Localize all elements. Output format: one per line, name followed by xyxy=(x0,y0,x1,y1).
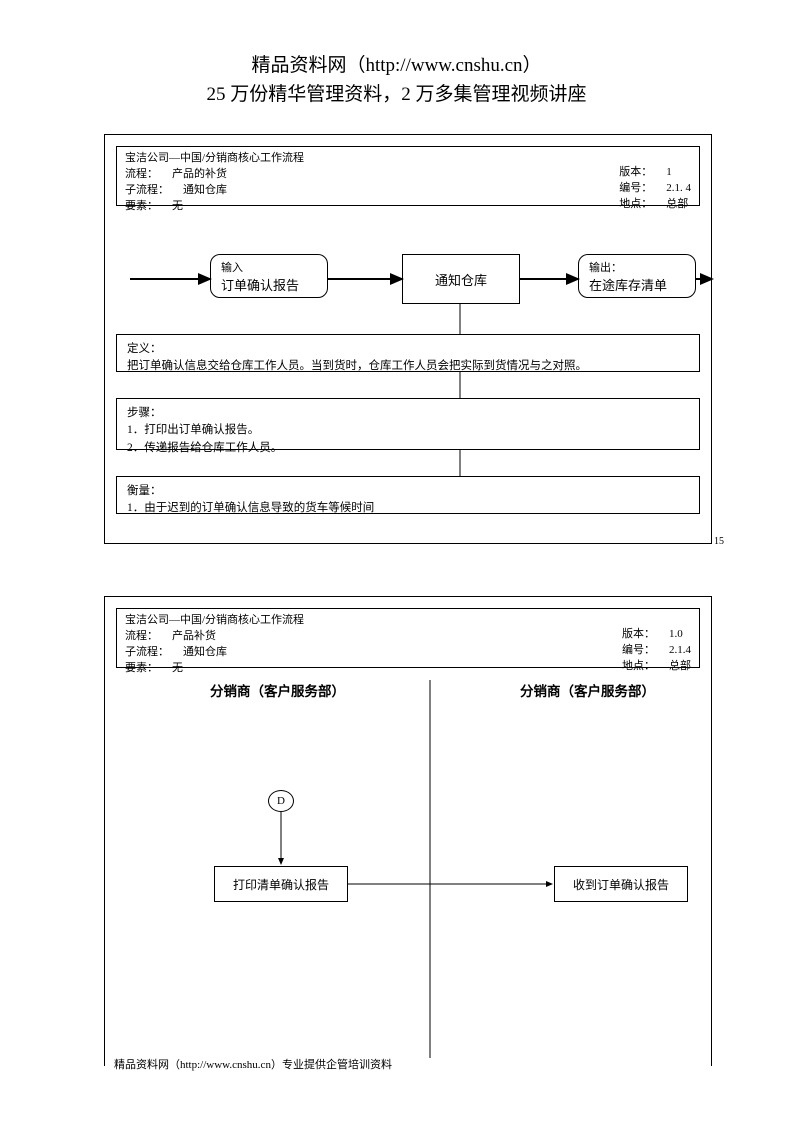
step-2: 2．传递报告给仓库工作人员。 xyxy=(127,442,282,454)
definition-box: 定义： 把订单确认信息交给仓库工作人员。当到货时，仓库工作人员会把实际到货情况与… xyxy=(116,334,700,372)
page-number-15: 15 xyxy=(714,536,724,547)
d2-left-text: 打印清单确认报告 xyxy=(233,876,329,893)
input-text: 订单确认报告 xyxy=(221,275,299,294)
d2-right-box: 收到订单确认报告 xyxy=(554,866,688,902)
d2-right-text: 收到订单确认报告 xyxy=(573,876,669,893)
step-1: 1．打印出订单确认报告。 xyxy=(127,424,259,436)
circle-label: D xyxy=(277,795,285,807)
steps-box: 步骤： 1．打印出订单确认报告。 2．传递报告给仓库工作人员。 xyxy=(116,398,700,450)
diagram2-header-box: 宝洁公司—中国/分销商核心工作流程 流程：产品补货 子流程：通知仓库 要素：无 … xyxy=(116,608,700,668)
output-text: 在途库存清单 xyxy=(589,275,667,294)
page-header: 精品资料网（http://www.cnshu.cn） 25 万份精华管理资料，2… xyxy=(0,0,793,109)
header-line-1: 精品资料网（http://www.cnshu.cn） xyxy=(0,52,793,81)
input-box: 输入 订单确认报告 xyxy=(210,254,328,298)
output-box: 输出： 在途库存清单 xyxy=(578,254,696,298)
center-box: 通知仓库 xyxy=(402,254,520,304)
def-text: 把订单确认信息交给仓库工作人员。当到货时，仓库工作人员会把实际到货情况与之对照。 xyxy=(127,360,587,372)
org-line-2: 宝洁公司—中国/分销商核心工作流程 xyxy=(125,613,304,629)
diagram2-header-left: 宝洁公司—中国/分销商核心工作流程 流程：产品补货 子流程：通知仓库 要素：无 xyxy=(125,613,304,677)
measure-title: 衡量： xyxy=(127,485,162,497)
diagram2-header-right: 版本：1.0 编号：2.1.4 地点：总部 xyxy=(622,627,691,675)
col-header-left: 分销商（客户服务部） xyxy=(210,680,345,700)
def-title: 定义： xyxy=(127,343,162,355)
measure-line-1: 1．由于迟到的订单确认信息导致的货车等候时间 xyxy=(127,502,374,514)
diagram1-header-box: 宝洁公司—中国/分销商核心工作流程 流程：产品的补货 子流程：通知仓库 要素：无… xyxy=(116,146,700,206)
diagram1-header-left: 宝洁公司—中国/分销商核心工作流程 流程：产品的补货 子流程：通知仓库 要素：无 xyxy=(125,151,304,215)
diagram1-header-right: 版本：1 编号：2.1. 4 地点：总部 xyxy=(619,165,691,213)
circle-node-d: D xyxy=(268,790,294,812)
d2-left-box: 打印清单确认报告 xyxy=(214,866,348,902)
footer-text: 精品资料网（http://www.cnshu.cn）专业提供企管培训资料 xyxy=(114,1056,392,1072)
measure-box: 衡量： 1．由于迟到的订单确认信息导致的货车等候时间 xyxy=(116,476,700,514)
output-label: 输出： xyxy=(589,259,622,275)
input-label: 输入 xyxy=(221,259,243,275)
col-header-right: 分销商（客户服务部） xyxy=(520,680,655,700)
center-text: 通知仓库 xyxy=(435,270,487,289)
org-line: 宝洁公司—中国/分销商核心工作流程 xyxy=(125,151,304,167)
steps-title: 步骤： xyxy=(127,407,162,419)
header-line-2: 25 万份精华管理资料，2 万多集管理视频讲座 xyxy=(0,81,793,110)
